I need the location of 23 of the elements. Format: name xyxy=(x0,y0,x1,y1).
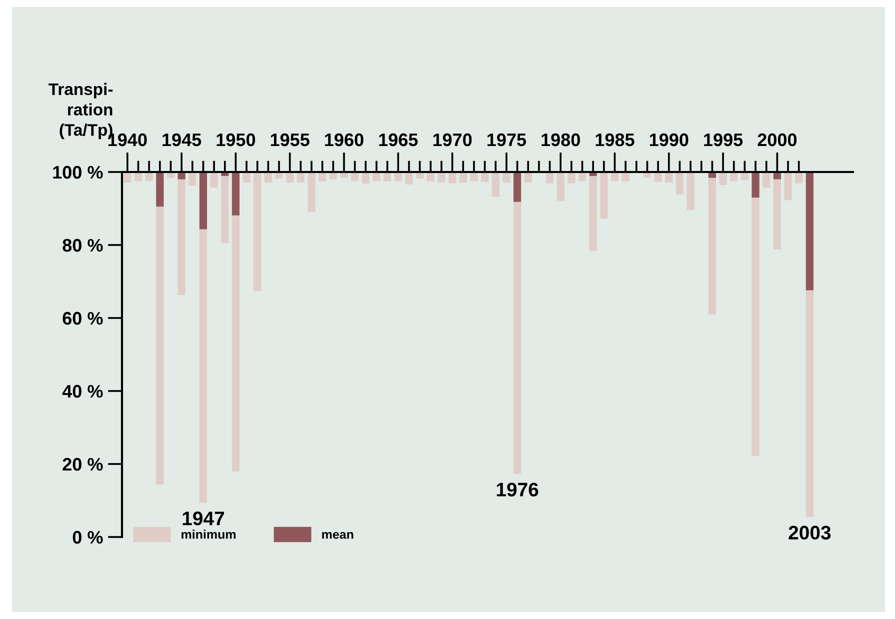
y-tick-label: 80 % xyxy=(62,238,103,252)
x-tick-label: 1980 xyxy=(542,133,580,146)
x-tick-label: 1995 xyxy=(704,133,743,146)
x-tick-label: 1945 xyxy=(162,133,202,146)
x-tick-label: 1960 xyxy=(325,133,364,146)
y-tick-label: 100 % xyxy=(53,166,103,179)
annotation: 2003 xyxy=(788,526,831,540)
x-tick-label: 2000 xyxy=(758,133,797,146)
x-tick-label: 1985 xyxy=(596,133,634,146)
x-tick-label: 1950 xyxy=(216,133,256,146)
x-tick-label: 1955 xyxy=(270,133,310,146)
x-tick-label: 1965 xyxy=(379,133,418,146)
x-tick-label: 1975 xyxy=(488,133,526,146)
annotation: 1976 xyxy=(496,482,538,496)
y-tick-label: 60 % xyxy=(62,312,103,325)
x-tick-label: 1970 xyxy=(433,133,472,146)
y-tick-label: 0 % xyxy=(72,530,103,544)
y-tick-label: 40 % xyxy=(62,384,103,398)
legend-label: minimum xyxy=(182,530,236,539)
y-tick-label: 20 % xyxy=(62,458,103,471)
legend-label: mean xyxy=(322,532,354,539)
x-tick-label: 1990 xyxy=(650,133,688,146)
annotation: 1947 xyxy=(182,512,224,526)
